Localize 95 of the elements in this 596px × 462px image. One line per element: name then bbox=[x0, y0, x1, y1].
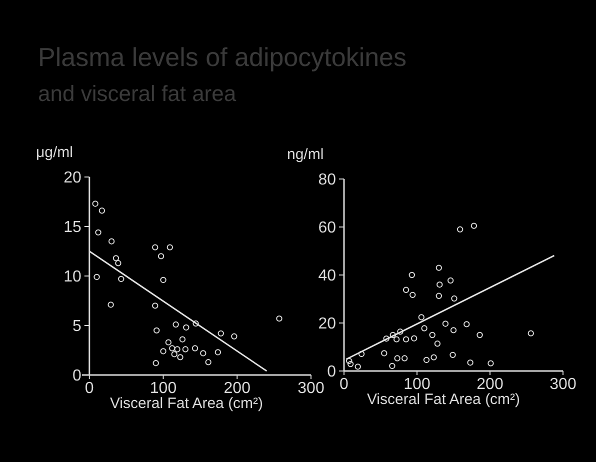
point bbox=[358, 350, 365, 358]
point bbox=[166, 244, 174, 250]
point bbox=[447, 277, 454, 284]
point bbox=[118, 276, 124, 282]
point bbox=[456, 226, 464, 232]
point bbox=[390, 332, 396, 338]
point bbox=[160, 348, 166, 354]
point bbox=[152, 244, 158, 250]
point bbox=[165, 339, 172, 346]
point bbox=[354, 364, 361, 370]
x-tick-label: 300 bbox=[298, 380, 324, 397]
point bbox=[183, 324, 190, 331]
point bbox=[177, 354, 184, 360]
x-tick-label: 0 bbox=[84, 380, 94, 397]
point bbox=[467, 360, 474, 366]
y-tick-label: 5 bbox=[72, 318, 82, 336]
point bbox=[401, 355, 408, 362]
chart-title: Plasma levels of adipocytokines bbox=[38, 42, 407, 72]
point bbox=[381, 350, 388, 356]
point bbox=[276, 315, 282, 322]
point bbox=[442, 320, 449, 327]
y-tick-label: 15 bbox=[64, 219, 82, 236]
x-tick-label: 200 bbox=[476, 376, 504, 393]
point bbox=[160, 276, 166, 284]
point bbox=[436, 282, 443, 288]
y-tick-label: 20 bbox=[64, 170, 82, 187]
y-axis-title: ng/ml bbox=[287, 146, 324, 163]
point bbox=[450, 327, 457, 334]
point bbox=[218, 330, 224, 337]
y-axis-title: μg/ml bbox=[36, 144, 73, 161]
x-axis-title: Visceral Fat Area (cm²) bbox=[366, 391, 520, 408]
y-tick-label: 20 bbox=[318, 316, 336, 333]
point bbox=[434, 340, 441, 347]
point bbox=[470, 222, 478, 229]
point bbox=[95, 229, 102, 236]
point bbox=[108, 238, 115, 244]
point bbox=[92, 200, 98, 207]
point bbox=[430, 354, 437, 360]
x-tick-label: 300 bbox=[550, 376, 576, 393]
point bbox=[171, 351, 178, 358]
point bbox=[394, 355, 400, 362]
point bbox=[205, 359, 212, 366]
point bbox=[108, 302, 114, 308]
point bbox=[450, 352, 456, 358]
point bbox=[172, 321, 179, 328]
point bbox=[418, 314, 424, 320]
point bbox=[410, 335, 418, 342]
y-tick-label: 10 bbox=[64, 268, 82, 286]
point bbox=[115, 260, 122, 266]
point bbox=[192, 345, 198, 352]
point bbox=[192, 320, 199, 327]
point bbox=[179, 336, 186, 342]
point bbox=[421, 325, 428, 332]
point bbox=[393, 336, 400, 342]
x-tick-label: 100 bbox=[404, 376, 430, 393]
point bbox=[402, 286, 410, 293]
point bbox=[464, 321, 470, 328]
point bbox=[346, 358, 352, 364]
point bbox=[402, 336, 410, 342]
point bbox=[476, 332, 483, 338]
point bbox=[231, 333, 238, 340]
point bbox=[214, 349, 222, 356]
point bbox=[410, 292, 416, 298]
x-axis-title: Visceral Fat Area (cm²) bbox=[110, 395, 264, 412]
y-tick-label: 40 bbox=[318, 268, 336, 285]
point bbox=[423, 356, 430, 364]
point bbox=[436, 292, 442, 299]
point bbox=[528, 330, 534, 336]
x-tick-label: 0 bbox=[340, 376, 349, 393]
y-tick-label: 80 bbox=[318, 172, 336, 189]
point bbox=[169, 345, 176, 352]
point bbox=[152, 302, 158, 309]
x-tick-label: 200 bbox=[224, 380, 251, 397]
point bbox=[200, 350, 206, 356]
point bbox=[389, 362, 396, 370]
point bbox=[174, 346, 180, 352]
point bbox=[408, 272, 415, 278]
point bbox=[436, 264, 442, 271]
point bbox=[98, 208, 106, 214]
chart-subtitle: and visceral fat area bbox=[38, 81, 237, 106]
x-tick-label: 100 bbox=[150, 380, 177, 397]
point bbox=[488, 360, 494, 366]
point bbox=[182, 346, 189, 352]
point bbox=[112, 255, 120, 262]
point bbox=[383, 336, 390, 342]
point bbox=[154, 327, 160, 334]
point bbox=[94, 274, 100, 280]
point bbox=[347, 360, 354, 368]
y-tick-label: 60 bbox=[318, 220, 336, 237]
point bbox=[158, 253, 164, 260]
point bbox=[152, 360, 159, 366]
y-tick-label: 0 bbox=[327, 364, 336, 381]
point bbox=[429, 332, 436, 338]
point bbox=[397, 328, 404, 335]
point bbox=[451, 295, 458, 302]
